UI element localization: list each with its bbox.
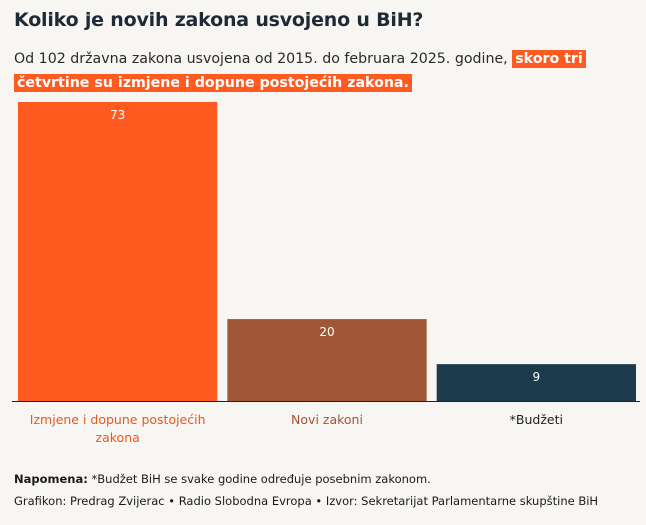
subtitle-text: Od 102 državna zakona usvojena od 2015. … [14,51,513,67]
footnote-label: Napomena: [14,472,88,486]
chart-subtitle: Od 102 državna zakona usvojena od 2015. … [14,47,634,95]
footnote-text: *Budžet BiH se svake godine određuje pos… [87,472,431,486]
bar-value-label: 73 [110,108,125,122]
bar-chart: 73 Izmjene i dopune postojećih zakona 20 Nov… [12,102,640,445]
bar-3 [436,364,636,401]
category-label: Novi zakoni [291,412,363,427]
bar-1 [18,102,218,401]
chart-title: Koliko je novih zakona usvojeno u BiH? [14,9,424,31]
source-credit: Grafikon: Predrag Zvijerac • Radio Slobo… [14,494,599,508]
category-label: *Budžeti [510,412,563,427]
bar-value-label: 20 [319,325,334,339]
footnote: Napomena: *Budžet BiH se svake godine od… [14,472,431,486]
category-label: Izmjene i dopune postojećih zakona [30,412,206,445]
bar-2 [227,319,427,401]
bar-value-label: 9 [533,370,541,384]
